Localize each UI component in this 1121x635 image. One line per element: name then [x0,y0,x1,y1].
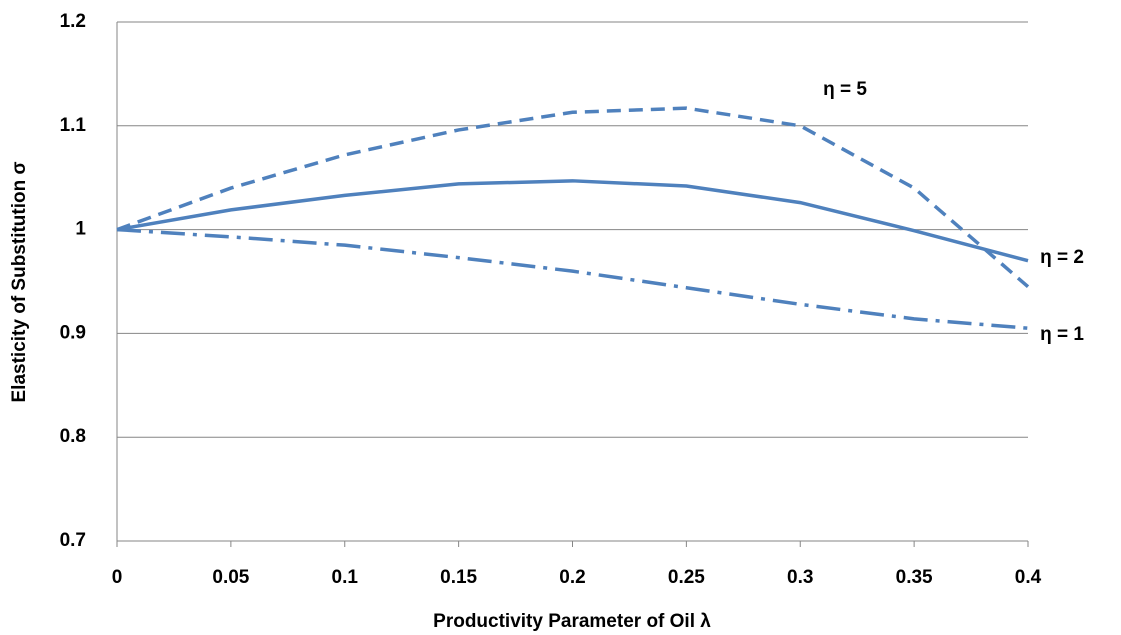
series-line [116,179,1029,263]
y-axis-title: Elasticity of Substitution σ [9,161,30,402]
series-label: η = 1 [1040,324,1084,345]
x-tick-label: 0.25 [668,567,705,588]
series-line [116,106,1030,289]
x-tick-label: 0.1 [332,567,359,588]
series-label: η = 5 [823,79,867,100]
y-tick-label: 0.8 [60,426,86,447]
y-tick-label: 1.1 [60,115,87,136]
x-axis-title: Productivity Parameter of Oil λ [433,611,711,632]
y-tick-label: 1.2 [60,11,86,32]
x-tick-label: 0.15 [440,567,477,588]
x-tick-label: 0.3 [787,567,813,588]
y-tick-label: 0.7 [60,530,86,551]
y-tick-label: 1 [75,219,86,240]
x-tick-label: 0.35 [896,567,933,588]
series-label: η = 2 [1040,247,1084,268]
y-tick-label: 0.9 [60,322,86,343]
x-tick-label: 0.05 [212,567,249,588]
x-tick-label: 0.2 [559,567,585,588]
x-tick-label: 0 [112,567,123,588]
x-tick-label: 0.4 [1015,567,1042,588]
series-line [116,227,1029,330]
